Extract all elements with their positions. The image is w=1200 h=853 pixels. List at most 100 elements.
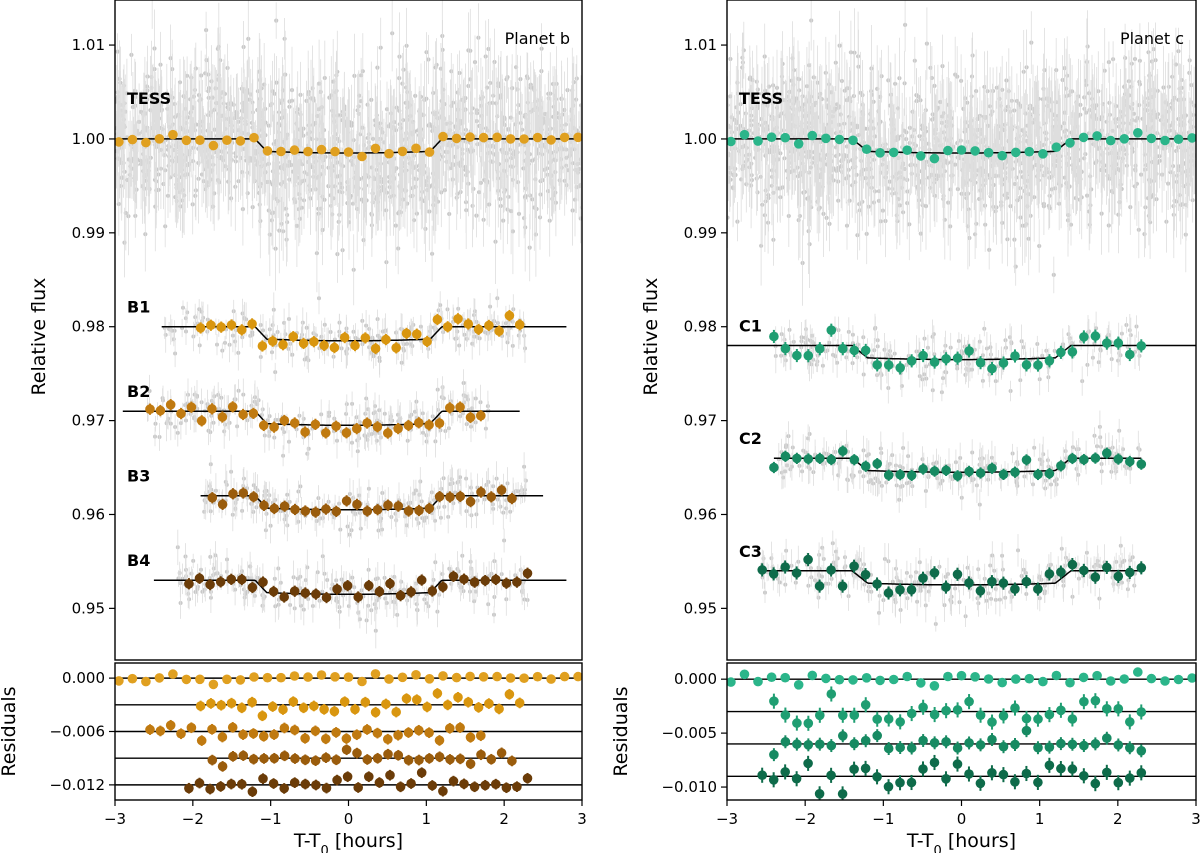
residual-point bbox=[478, 672, 489, 682]
bin-point bbox=[364, 580, 374, 591]
bin-point bbox=[321, 428, 331, 438]
residual-point bbox=[372, 728, 383, 738]
residual-point bbox=[329, 706, 340, 717]
raw-errorbars-c3 bbox=[761, 530, 1136, 632]
bin-point bbox=[391, 343, 402, 353]
bin-point bbox=[514, 319, 525, 330]
bin-point bbox=[512, 577, 522, 587]
residual-point bbox=[504, 689, 515, 700]
residual-point bbox=[357, 676, 367, 687]
bin-point bbox=[237, 574, 247, 585]
residual-point bbox=[288, 696, 299, 707]
bin-point bbox=[331, 506, 342, 517]
bin-point bbox=[238, 488, 249, 498]
residual-point bbox=[316, 670, 327, 680]
bin-point bbox=[507, 493, 517, 504]
bin-point bbox=[434, 491, 445, 502]
raw-points-c3 bbox=[760, 530, 1137, 632]
bin-point bbox=[370, 343, 381, 354]
bin-point bbox=[310, 507, 321, 517]
residual-point bbox=[300, 755, 311, 765]
residual-point bbox=[195, 701, 206, 711]
bin-point bbox=[465, 132, 475, 142]
residual-point bbox=[331, 727, 341, 738]
raw-points-c2 bbox=[776, 410, 1142, 521]
residual-point bbox=[476, 749, 486, 760]
bin-point bbox=[501, 578, 512, 588]
residual-point bbox=[238, 729, 248, 740]
residual-point bbox=[217, 732, 228, 742]
bin-point bbox=[519, 134, 529, 144]
residual-point bbox=[321, 734, 331, 744]
residual-point bbox=[268, 778, 279, 789]
residual-point bbox=[424, 727, 434, 738]
bin-point bbox=[424, 147, 435, 157]
bin-point bbox=[207, 404, 217, 414]
bin-point bbox=[186, 402, 197, 413]
bin-point bbox=[383, 500, 393, 511]
bin-point bbox=[484, 320, 494, 331]
bin-point bbox=[453, 314, 463, 324]
residual-series-b4 bbox=[184, 767, 533, 798]
residual-point bbox=[341, 733, 352, 744]
bin-point bbox=[383, 428, 393, 438]
bin-point bbox=[237, 325, 247, 335]
bin-point bbox=[451, 133, 462, 144]
bin-point bbox=[342, 580, 353, 591]
residual-point bbox=[237, 703, 247, 713]
residual-point bbox=[278, 704, 288, 715]
residual-point bbox=[208, 679, 219, 690]
bin-point bbox=[248, 492, 259, 502]
bin-point bbox=[262, 146, 273, 156]
residual-point bbox=[207, 755, 218, 765]
residual-point bbox=[181, 674, 192, 685]
residual-point bbox=[227, 722, 238, 733]
bin-point bbox=[316, 144, 327, 155]
residual-series-b2 bbox=[145, 719, 486, 746]
residual-point bbox=[372, 753, 383, 764]
residual-point bbox=[248, 754, 259, 764]
residual-point bbox=[455, 754, 466, 764]
residual-point bbox=[434, 735, 445, 746]
residual-point bbox=[279, 751, 290, 761]
bin-point bbox=[424, 420, 434, 430]
residual-point bbox=[505, 673, 516, 683]
bin-point bbox=[247, 582, 258, 593]
bin-point bbox=[279, 592, 290, 602]
residual-point bbox=[276, 672, 286, 683]
bin-point bbox=[290, 504, 300, 515]
residual-point bbox=[455, 722, 465, 733]
residual-point bbox=[247, 697, 257, 707]
residual-point bbox=[300, 733, 310, 744]
residual-point bbox=[269, 729, 279, 740]
raw-scatter-panel-2 bbox=[727, 0, 1196, 632]
residual-series-tess bbox=[115, 669, 582, 690]
bin-point bbox=[208, 140, 219, 151]
residual-point bbox=[445, 754, 455, 765]
residual-point bbox=[176, 728, 186, 739]
residual-point bbox=[207, 724, 217, 735]
residual-point bbox=[381, 699, 391, 709]
residual-point bbox=[514, 698, 525, 708]
bin-point bbox=[463, 319, 474, 329]
bin-point bbox=[247, 319, 257, 329]
residual-point bbox=[432, 688, 443, 699]
bin-point bbox=[494, 326, 504, 336]
bin-point bbox=[370, 143, 381, 154]
bin-point bbox=[522, 568, 533, 579]
bin-point bbox=[476, 487, 486, 497]
binned-series-b4 bbox=[184, 567, 533, 604]
bin-point bbox=[329, 342, 340, 353]
residual-point bbox=[216, 700, 226, 710]
bin-point bbox=[403, 506, 414, 516]
bin-point bbox=[206, 320, 216, 331]
residual-point bbox=[248, 728, 259, 739]
bin-point bbox=[268, 586, 279, 597]
residual-point bbox=[310, 726, 321, 736]
bin-point bbox=[393, 501, 404, 511]
residual-point bbox=[519, 673, 529, 683]
residual-point bbox=[393, 730, 403, 740]
residual-point bbox=[403, 755, 414, 765]
bin-point bbox=[352, 499, 362, 510]
